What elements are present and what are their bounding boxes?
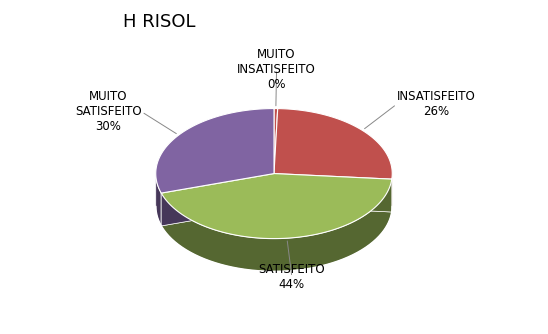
Polygon shape bbox=[161, 174, 392, 238]
Polygon shape bbox=[274, 174, 392, 212]
Polygon shape bbox=[161, 179, 392, 272]
Text: SATISFEITO
44%: SATISFEITO 44% bbox=[259, 264, 326, 291]
Text: H RISOL: H RISOL bbox=[123, 13, 196, 31]
Text: MUITO
INSATISFEITO
0%: MUITO INSATISFEITO 0% bbox=[237, 48, 316, 91]
Text: MUITO
SATISFEITO
30%: MUITO SATISFEITO 30% bbox=[75, 90, 141, 133]
Polygon shape bbox=[274, 174, 392, 212]
Polygon shape bbox=[161, 174, 274, 226]
Polygon shape bbox=[156, 109, 274, 193]
Polygon shape bbox=[161, 174, 274, 226]
Text: INSATISFEITO
26%: INSATISFEITO 26% bbox=[397, 90, 476, 118]
Polygon shape bbox=[274, 109, 278, 174]
Polygon shape bbox=[274, 109, 392, 179]
Polygon shape bbox=[156, 174, 161, 226]
